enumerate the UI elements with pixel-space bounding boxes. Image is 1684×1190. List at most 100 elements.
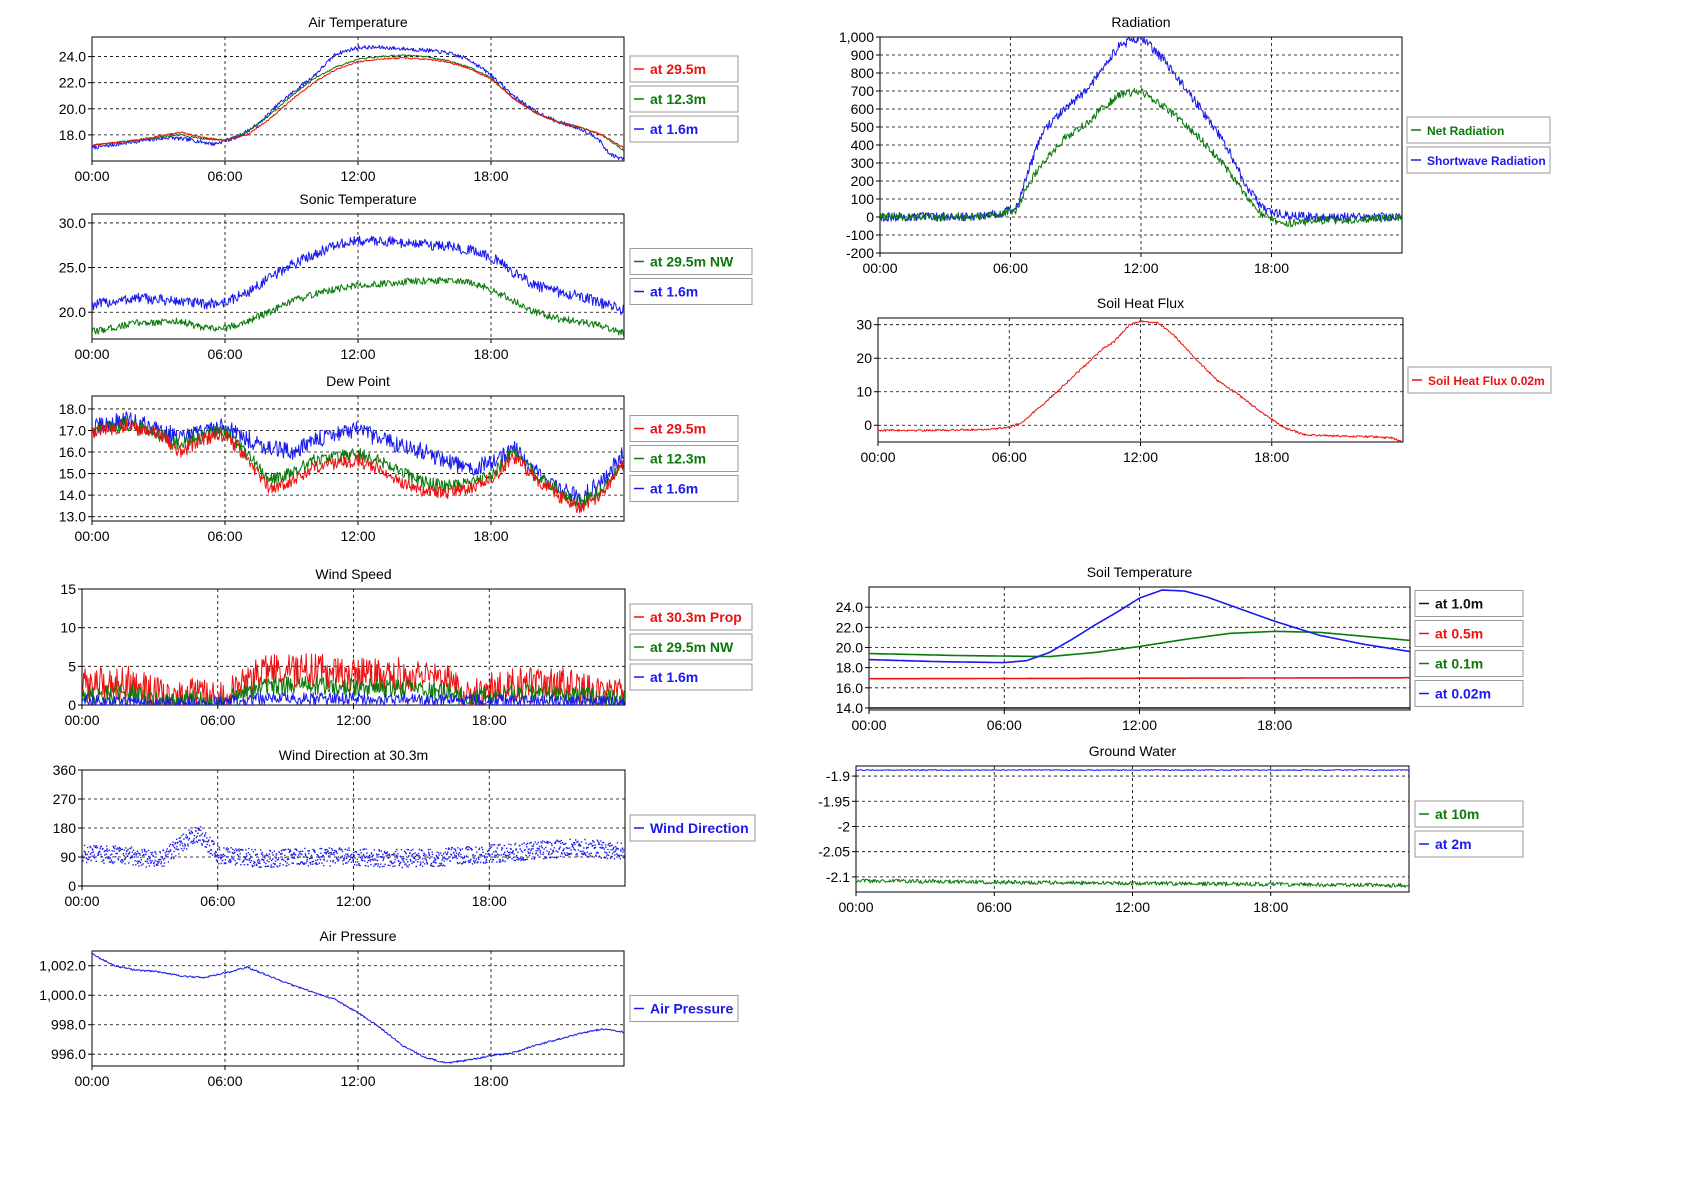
wind-speed-y-tick-label: 0: [68, 697, 76, 713]
radiation-y-tick-label: 600: [851, 101, 875, 117]
air-temperature-y-tick-label: 24.0: [59, 49, 86, 65]
sonic-temperature-legend-item: at 29.5m NW: [629, 248, 753, 275]
wind-direction-y-tick-label: 90: [60, 849, 76, 865]
sonic-temperature-x-tick-label: 18:00: [473, 346, 508, 362]
soil-heat-flux-y-tick-label: 0: [864, 417, 872, 433]
wind-speed-legend-label: at 1.6m: [650, 669, 698, 685]
dew-point-legend-label: at 1.6m: [650, 481, 698, 497]
wind-speed-x-tick-label: 06:00: [200, 712, 235, 728]
soil-temperature-x-tick-label: 06:00: [987, 717, 1022, 733]
wind-direction-y-tick-label: 360: [53, 762, 77, 778]
air-temperature-x-tick-label: 18:00: [473, 168, 508, 184]
soil-temperature-series-2: [869, 630, 1410, 658]
radiation-legend-item: Net Radiation: [1406, 116, 1551, 144]
air-pressure-y-tick-label: 1,002.0: [39, 958, 86, 974]
air-temperature-x-tick-label: 12:00: [340, 168, 375, 184]
radiation-y-tick-label: 200: [851, 173, 875, 189]
soil-temperature-legend-label: at 0.5m: [1435, 626, 1483, 642]
air-pressure-legend-box: [629, 995, 739, 1022]
wind-direction-y-tick-label: 0: [68, 878, 76, 894]
soil-temperature-x-tick-label: 00:00: [851, 717, 886, 733]
wind-speed-legend-item: at 30.3m Prop: [629, 603, 753, 631]
air-temperature-legend-label: at 1.6m: [650, 121, 698, 137]
wind-speed-series-2: [82, 692, 625, 705]
ground-water-series-1: [856, 878, 1409, 888]
soil-temperature-legend-box: [1414, 680, 1524, 707]
wind-speed-y-tick-label: 5: [68, 658, 76, 674]
air-temperature-legend-item: at 12.3m: [629, 85, 739, 113]
sonic-temperature-legend-label: at 29.5m NW: [650, 254, 734, 270]
air-pressure-y-tick-label: 1,000.0: [39, 987, 86, 1003]
wind-direction-series-0: [82, 826, 625, 869]
soil-heat-flux-y-tick-label: 20: [856, 350, 872, 366]
radiation-y-tick-label: -100: [846, 227, 874, 243]
wind-speed-legend-label: at 29.5m NW: [650, 639, 734, 655]
air-temperature-series-2: [92, 56, 624, 148]
soil-temperature-legend-label: at 0.02m: [1435, 686, 1491, 702]
wind-direction-legend-box: [629, 814, 756, 842]
dew-point-series-2: [92, 419, 624, 514]
radiation-y-tick-label: 900: [851, 47, 875, 63]
dew-point-x-tick-label: 06:00: [207, 528, 242, 544]
air-pressure-series-group: [92, 953, 624, 1064]
air-pressure-title: Air Pressure: [319, 928, 396, 944]
dew-point-legend-item: at 12.3m: [629, 445, 739, 472]
wind-speed-legend-box: [629, 633, 753, 661]
radiation-legend-label: Net Radiation: [1427, 124, 1504, 138]
soil-temperature-y-tick-label: 24.0: [836, 599, 863, 615]
wind-speed-y-tick-label: 15: [60, 581, 76, 597]
dew-point-x-tick-label: 12:00: [340, 528, 375, 544]
wind-speed-x-tick-label: 12:00: [336, 712, 371, 728]
ground-water-legend-label: at 2m: [1435, 836, 1472, 852]
radiation-y-tick-label: 1,000: [839, 29, 874, 45]
soil-temperature-legend-item: at 0.1m: [1414, 650, 1524, 677]
sonic-temperature-x-tick-label: 12:00: [340, 346, 375, 362]
dew-point-x-tick-label: 18:00: [473, 528, 508, 544]
soil-temperature-legend-box: [1414, 590, 1524, 617]
soil-temperature-chart: Soil Temperature 14.0 16.0 18.0 20.0 22.0 24.0…: [836, 564, 1524, 733]
radiation-series-1: [880, 87, 1402, 228]
soil-temperature-y-tick-label: 16.0: [836, 680, 863, 696]
air-pressure-legend-label: Air Pressure: [650, 1001, 733, 1017]
wind-speed-series-group: [82, 653, 625, 705]
sonic-temperature-series-group: [92, 235, 624, 338]
radiation-x-tick-label: 06:00: [993, 260, 1028, 276]
wind-direction-y-tick-label: 180: [53, 820, 77, 836]
ground-water-legend-item: at 10m: [1414, 800, 1524, 828]
dew-point-legend-item: at 1.6m: [629, 475, 739, 502]
radiation-y-tick-label: 0: [866, 209, 874, 225]
sonic-temperature-legend-item: at 1.6m: [629, 278, 753, 305]
soil-temperature-legend-item: at 1.0m: [1414, 590, 1524, 617]
soil-temperature-y-tick-label: 18.0: [836, 660, 863, 676]
soil-heat-flux-legend-box: [1407, 366, 1552, 394]
wind-speed-legend-item: at 1.6m: [629, 663, 753, 691]
sonic-temperature-x-tick-label: 06:00: [207, 346, 242, 362]
dew-point-legend-label: at 29.5m: [650, 421, 706, 437]
soil-temperature-legend-box: [1414, 650, 1524, 677]
dew-point-y-tick-label: 16.0: [59, 444, 86, 460]
dew-point-y-tick-label: 13.0: [59, 509, 86, 525]
radiation-y-tick-label: 800: [851, 65, 875, 81]
radiation-y-tick-label: 500: [851, 119, 875, 135]
wind-direction-series-group: [82, 826, 625, 869]
dew-point-series-group: [92, 411, 624, 514]
sonic-temperature-legend-label: at 1.6m: [650, 284, 698, 300]
soil-heat-flux-x-tick-label: 18:00: [1254, 449, 1289, 465]
dew-point-y-tick-label: 18.0: [59, 401, 86, 417]
ground-water-legend-box: [1414, 830, 1524, 858]
radiation-legend-box: [1406, 146, 1551, 174]
soil-heat-flux-y-tick-label: 30: [856, 317, 872, 333]
soil-heat-flux-series-0: [878, 320, 1403, 442]
soil-temperature-x-tick-label: 18:00: [1257, 717, 1292, 733]
air-pressure-series-0: [92, 953, 624, 1064]
air-temperature-legend-box: [629, 55, 739, 83]
soil-temperature-y-tick-label: 22.0: [836, 619, 863, 635]
dew-point-legend-box: [629, 475, 739, 502]
radiation-x-tick-label: 00:00: [862, 260, 897, 276]
wind-direction-x-tick-label: 00:00: [64, 893, 99, 909]
radiation-title: Radiation: [1111, 14, 1170, 30]
air-temperature-y-tick-label: 18.0: [59, 127, 86, 143]
wind-direction-title: Wind Direction at 30.3m: [279, 747, 428, 763]
wind-speed-title: Wind Speed: [315, 566, 391, 582]
ground-water-y-tick-label: -2.05: [818, 844, 850, 860]
